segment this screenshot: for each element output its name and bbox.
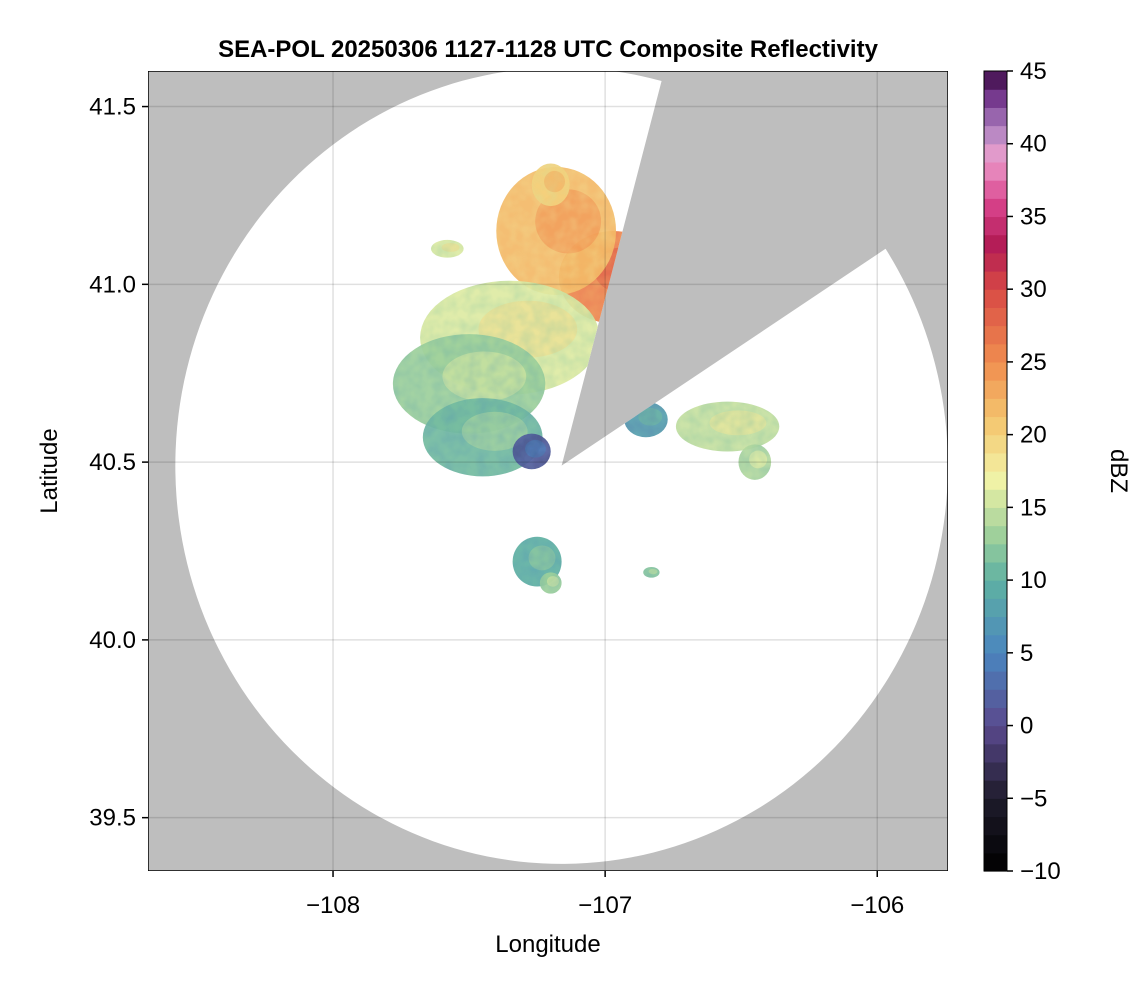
x-axis: −108 −107 −106 [306,871,904,919]
colorbar-label: dBZ [1105,449,1132,493]
x-tick-label: −106 [850,892,904,919]
colorbar-band [984,561,1007,581]
echo-region-texture [539,572,562,594]
colorbar-band [984,707,1007,727]
chart-title: SEA-POL 20250306 1127-1128 UTC Composite… [218,36,879,63]
echo-region [738,444,772,480]
y-axis-label: Latitude [36,428,63,513]
colorbar-band [984,452,1007,472]
colorbar-band [984,743,1007,763]
colorbar-band [984,652,1007,672]
colorbar-band [984,671,1007,690]
grid-lines [148,71,948,871]
echo-region [512,433,551,470]
colorbar-band [984,525,1007,545]
colorbar-band [984,252,1007,272]
colorbar-band [984,398,1007,418]
colorbar-band [984,198,1007,218]
x-tick-label: −107 [578,892,632,919]
colorbar-band [984,725,1007,745]
echo-region [675,401,780,452]
y-tick-label: 39.5 [89,805,136,832]
colorbar-band [984,143,1007,163]
colorbar: −10 −5 0 5 10 15 20 25 30 35 40 45 [983,58,1061,885]
colorbar-tick-label: 15 [1020,494,1047,521]
y-tick-label: 40.0 [89,627,136,654]
radar-coverage-disk [175,71,948,864]
x-axis-label: Longitude [495,931,600,958]
colorbar-frame [983,70,1008,872]
colorbar-tick-label: 35 [1020,203,1047,230]
colorbar-band [984,216,1007,236]
y-tick-label: 41.0 [89,271,136,298]
plot-area [148,71,948,871]
colorbar-band [984,271,1007,290]
colorbar-band [984,634,1007,654]
colorbar-band [984,816,1007,836]
y-tick-label: 40.5 [89,449,136,476]
colorbar-band [984,852,1007,872]
echo-region [430,239,464,258]
colorbar-band [984,71,1007,90]
echo-region-texture [422,398,543,477]
colorbar-tick-label: 10 [1020,567,1047,594]
colorbar-tick-label: 5 [1020,640,1033,667]
echo-region-texture [496,167,617,295]
colorbar-tick-label: −5 [1020,785,1047,812]
echo-region-texture [430,239,464,258]
colorbar-band [984,161,1007,181]
y-axis: 39.5 40.0 40.5 41.0 41.5 [89,94,148,832]
echo-region [392,334,546,434]
colorbar-band [984,489,1007,508]
colorbar-band [984,616,1007,636]
colorbar-band [984,380,1007,399]
colorbar-band [984,289,1007,308]
colorbar-band [984,761,1007,781]
colorbar-band [984,361,1007,381]
x-tick-label: −108 [306,892,360,919]
colorbar-band [984,598,1007,618]
colorbar-band [984,507,1007,527]
echo-region [422,398,543,477]
colorbar-band [984,343,1007,363]
colorbar-band [984,416,1007,436]
y-tick-label: 41.5 [89,94,136,121]
colorbar-band [984,89,1007,108]
colorbar-band [984,543,1007,563]
echo-region [531,163,570,207]
colorbar-tick-label: 40 [1020,131,1047,158]
colorbar-band [984,471,1007,490]
colorbar-band [984,234,1007,254]
colorbar-band [984,434,1007,454]
colorbar-tick-label: 25 [1020,349,1047,376]
colorbar-band [984,307,1007,327]
colorbar-tick-label: 0 [1020,713,1033,740]
colorbar-tick-label: 45 [1020,58,1047,85]
colorbar-band [984,125,1007,145]
colorbar-band [984,107,1007,127]
echo-region [496,167,617,295]
colorbar-band [984,580,1007,599]
colorbar-band [984,834,1007,854]
echo-region [643,567,660,578]
colorbar-band [984,325,1007,345]
colorbar-tick-label: −10 [1020,858,1061,885]
colorbar-band [984,180,1007,199]
echo-region-texture [531,163,570,207]
colorbar-tick-label: 30 [1020,276,1047,303]
echo-region-texture [512,433,551,470]
colorbar-band [984,689,1007,708]
colorbar-band [984,780,1007,799]
echo-region-texture [675,401,780,452]
echo-region-texture [643,567,660,578]
echo-region-texture [738,444,772,480]
echo-region [539,572,562,594]
colorbar-tick-label: 20 [1020,422,1047,449]
colorbar-band [984,798,1007,818]
